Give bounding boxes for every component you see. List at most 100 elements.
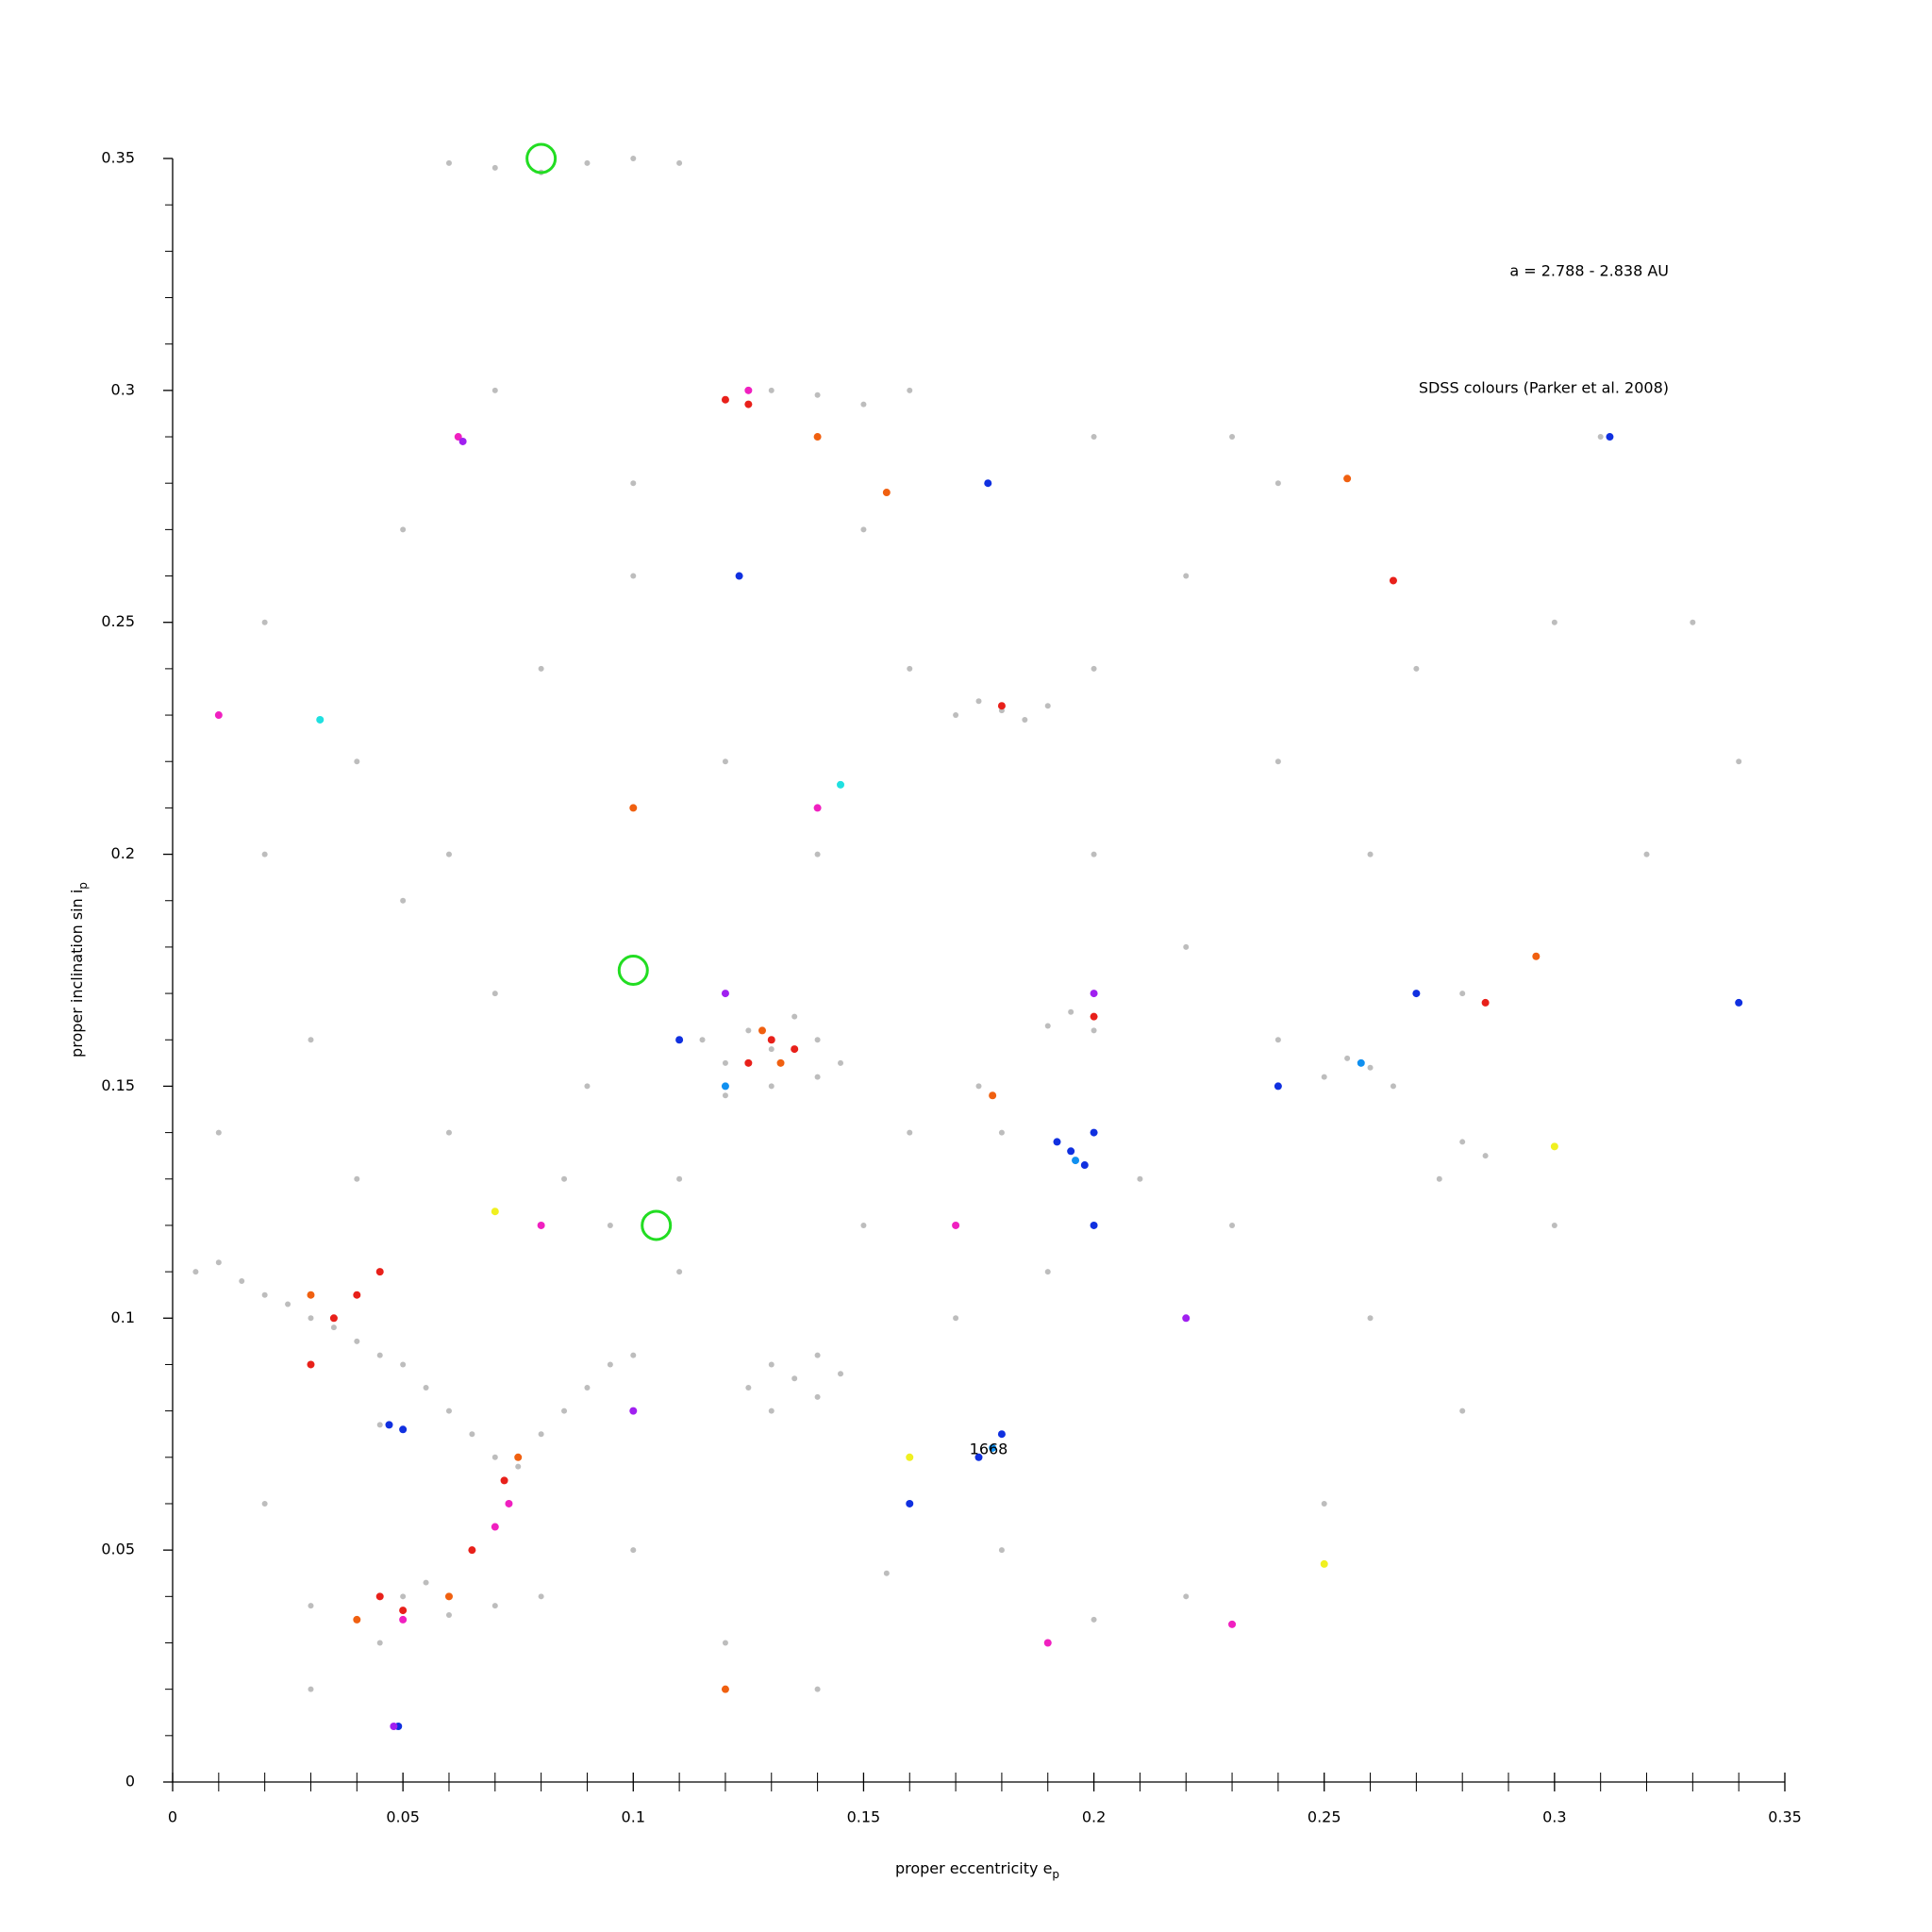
point [791,1375,798,1382]
point [329,1314,338,1323]
point [607,1361,613,1368]
point [768,1407,774,1414]
point [953,712,959,719]
annotation: a = 2.788 - 2.838 AU [1509,262,1669,280]
point [308,1315,314,1322]
point [814,1686,821,1692]
point [984,479,992,488]
point [882,489,891,497]
point [385,1421,393,1429]
point [491,991,498,997]
point [607,1222,613,1228]
point [1044,703,1051,709]
point [883,1570,890,1576]
point [308,1037,314,1043]
point [722,1640,728,1646]
point [1597,434,1604,441]
point [469,1431,475,1438]
point [1043,1639,1052,1647]
point [400,1593,407,1600]
point [354,758,360,765]
point [1643,851,1650,858]
point [813,433,822,441]
point [758,1026,767,1035]
point [676,1269,683,1275]
point [468,1546,476,1555]
point [676,1175,683,1182]
x-tick-label: 0.25 [1307,1808,1341,1826]
point [1229,1222,1236,1228]
point [1137,1175,1143,1182]
point [1550,1142,1558,1151]
point [997,702,1006,710]
point [491,1208,499,1216]
annotation: SDSS colours (Parker et al. 2008) [1419,379,1669,397]
point [860,1222,867,1228]
point [1481,998,1490,1007]
point [1367,851,1374,858]
point [561,1175,568,1182]
point [354,1338,360,1344]
point [538,1431,544,1438]
point [814,1037,821,1043]
point [215,1259,222,1266]
point [375,1592,384,1601]
point [375,1268,384,1276]
point [353,1291,361,1299]
point [353,1615,361,1624]
point [1183,943,1190,950]
point [399,1425,408,1434]
point [584,1083,591,1090]
x-axis-label-main: proper eccentricity e [895,1859,1052,1877]
point [1091,851,1097,858]
point [1044,1269,1051,1275]
point [906,1499,914,1507]
point [1091,1027,1097,1034]
point [399,1607,408,1615]
point [1551,1222,1557,1228]
point [630,156,637,161]
y-tick-label: 0.3 [111,380,135,398]
point [1367,1064,1374,1071]
point [768,1361,774,1368]
point [1320,1559,1328,1568]
point [813,804,822,812]
point [316,715,325,724]
point [767,1036,775,1044]
point [561,1407,568,1414]
point [721,990,729,998]
point [1436,1175,1442,1182]
point [1321,1074,1327,1080]
point [998,1129,1005,1136]
point [1090,1221,1098,1229]
point [1053,1138,1061,1146]
point [989,1443,997,1452]
point [1343,475,1352,483]
point [285,1301,291,1307]
point [1459,1407,1466,1414]
point [423,1579,429,1586]
point [975,1083,982,1090]
point [514,1453,523,1461]
point [1182,1314,1191,1323]
point [860,401,867,408]
y-tick-label: 0.25 [101,612,135,630]
point [1274,758,1281,765]
point [1344,1055,1351,1061]
point [1228,1620,1237,1628]
point [1389,576,1397,585]
point [907,1129,913,1136]
point [1274,1037,1281,1043]
point [1459,1139,1466,1145]
point [261,851,268,858]
highlight-ring [617,955,649,986]
point [399,1615,408,1624]
point [538,665,544,672]
point [1367,1315,1374,1322]
point [776,1058,785,1067]
point [1080,1161,1089,1170]
point [584,1385,591,1391]
point [1068,1008,1074,1015]
point [454,433,462,441]
